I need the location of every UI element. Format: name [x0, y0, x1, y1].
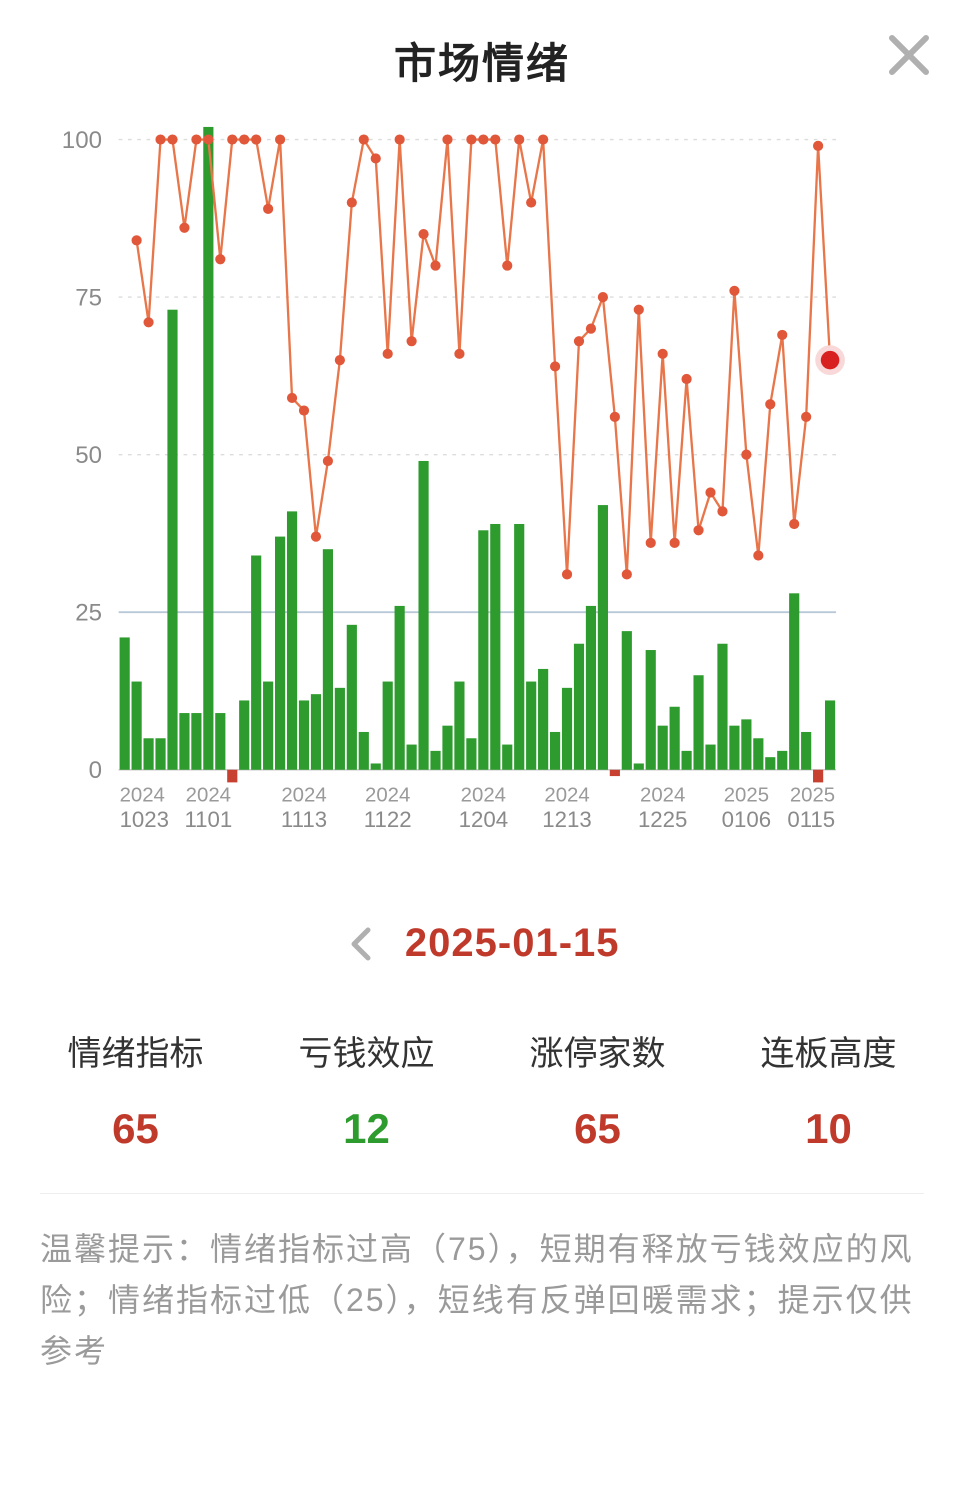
- metric-label: 亏钱效应: [251, 1026, 482, 1075]
- svg-text:2024: 2024: [365, 784, 410, 806]
- svg-text:0115: 0115: [787, 807, 835, 832]
- metric-value: 12: [251, 1105, 482, 1153]
- svg-text:2024: 2024: [461, 784, 506, 806]
- svg-text:25: 25: [75, 600, 102, 627]
- svg-text:0: 0: [89, 757, 102, 784]
- modal-header: 市场情绪: [0, 30, 964, 91]
- metric-label: 涨停家数: [482, 1026, 713, 1075]
- svg-text:1101: 1101: [184, 807, 232, 832]
- metric-limit-up: 涨停家数 65: [482, 1026, 713, 1153]
- modal-title: 市场情绪: [394, 40, 570, 87]
- metric-sentiment: 情绪指标 65: [20, 1026, 251, 1153]
- svg-text:2024: 2024: [640, 784, 685, 806]
- svg-text:2024: 2024: [281, 784, 326, 806]
- svg-text:1213: 1213: [542, 807, 591, 832]
- metric-label: 连板高度: [713, 1026, 944, 1075]
- current-date-label: 2025-01-15: [405, 921, 620, 966]
- svg-text:100: 100: [62, 127, 102, 154]
- svg-text:2024: 2024: [186, 784, 231, 806]
- svg-text:2024: 2024: [544, 784, 589, 806]
- chevron-left-icon[interactable]: [344, 926, 380, 962]
- metric-value: 10: [713, 1105, 944, 1153]
- metric-label: 情绪指标: [20, 1026, 251, 1075]
- svg-text:1113: 1113: [281, 807, 327, 832]
- close-icon[interactable]: [884, 30, 934, 80]
- svg-text:75: 75: [75, 284, 102, 311]
- metric-value: 65: [482, 1105, 713, 1153]
- tip-text: 温馨提示：情绪指标过高（75），短期有释放亏钱效应的风险；情绪指标过低（25），…: [40, 1224, 924, 1378]
- metric-loss-effect: 亏钱效应 12: [251, 1026, 482, 1153]
- svg-text:1023: 1023: [120, 807, 169, 832]
- divider: [40, 1193, 924, 1194]
- metric-consec-boards: 连板高度 10: [713, 1026, 944, 1153]
- svg-text:2025: 2025: [724, 784, 769, 806]
- chart-svg: 0507510025202410232024110120241113202411…: [0, 121, 964, 881]
- svg-text:1204: 1204: [459, 807, 508, 832]
- svg-text:2025: 2025: [790, 784, 835, 806]
- metrics-row: 情绪指标 65 亏钱效应 12 涨停家数 65 连板高度 10: [0, 1026, 964, 1153]
- svg-text:1122: 1122: [364, 807, 412, 832]
- svg-text:0106: 0106: [722, 807, 771, 832]
- svg-text:2024: 2024: [120, 784, 165, 806]
- metric-value: 65: [20, 1105, 251, 1153]
- sentiment-chart: 0507510025202410232024110120241113202411…: [0, 121, 964, 881]
- market-sentiment-modal: 市场情绪 05075100252024102320241101202411132…: [0, 0, 964, 1507]
- svg-text:1225: 1225: [638, 807, 687, 832]
- date-navigator: 2025-01-15: [0, 921, 964, 966]
- svg-text:50: 50: [75, 442, 102, 469]
